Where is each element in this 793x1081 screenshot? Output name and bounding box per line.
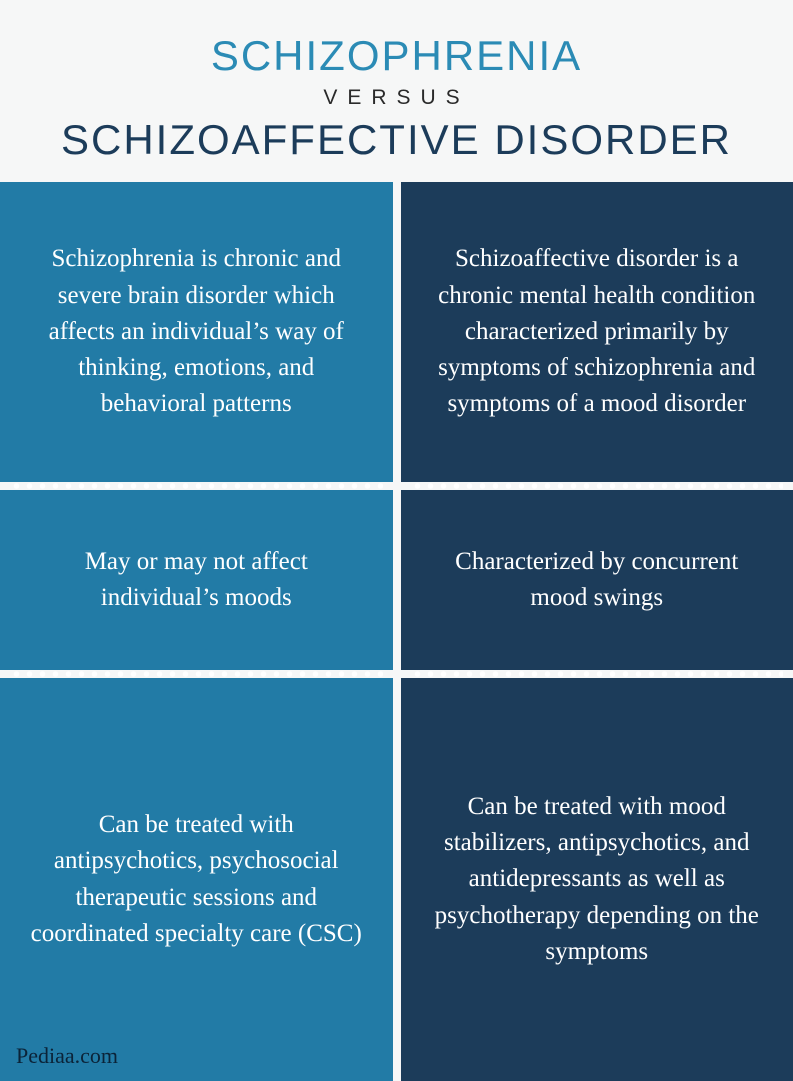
title-versus: VERSUS: [20, 86, 773, 110]
comparison-grid: Schizophrenia is chronic and severe brai…: [0, 182, 793, 1081]
divider-dots-icon: [10, 670, 383, 678]
right-row3-text: Can be treated with mood stabilizers, an…: [429, 789, 766, 970]
divider-dots-icon: [10, 482, 383, 490]
right-row1-cell: Schizoaffective disorder is a chronic me…: [401, 182, 793, 482]
left-row2-text: May or may not affect individual’s moods: [28, 544, 365, 617]
left-row1-text: Schizophrenia is chronic and severe brai…: [28, 241, 365, 422]
left-row3-cell: Can be treated with antipsychotics, psyc…: [0, 678, 393, 1081]
header: SCHIZOPHRENIA VERSUS SCHIZOAFFECTIVE DIS…: [0, 0, 793, 182]
right-row2-text: Characterized by concurrent mood swings: [429, 544, 766, 617]
left-row1-cell: Schizophrenia is chronic and severe brai…: [0, 182, 393, 482]
infographic-container: SCHIZOPHRENIA VERSUS SCHIZOAFFECTIVE DIS…: [0, 0, 793, 1081]
title-top: SCHIZOPHRENIA: [20, 32, 773, 80]
title-bottom: SCHIZOAFFECTIVE DISORDER: [20, 116, 773, 164]
right-row1-text: Schizoaffective disorder is a chronic me…: [429, 241, 766, 422]
right-row2-cell: Characterized by concurrent mood swings: [401, 490, 793, 670]
left-row3-text: Can be treated with antipsychotics, psyc…: [28, 807, 365, 952]
divider-dots-icon: [411, 670, 784, 678]
source-attribution: Pediaa.com: [16, 1043, 118, 1069]
right-row3-cell: Can be treated with mood stabilizers, an…: [401, 678, 793, 1081]
left-row2-cell: May or may not affect individual’s moods: [0, 490, 393, 670]
divider-dots-icon: [411, 482, 784, 490]
